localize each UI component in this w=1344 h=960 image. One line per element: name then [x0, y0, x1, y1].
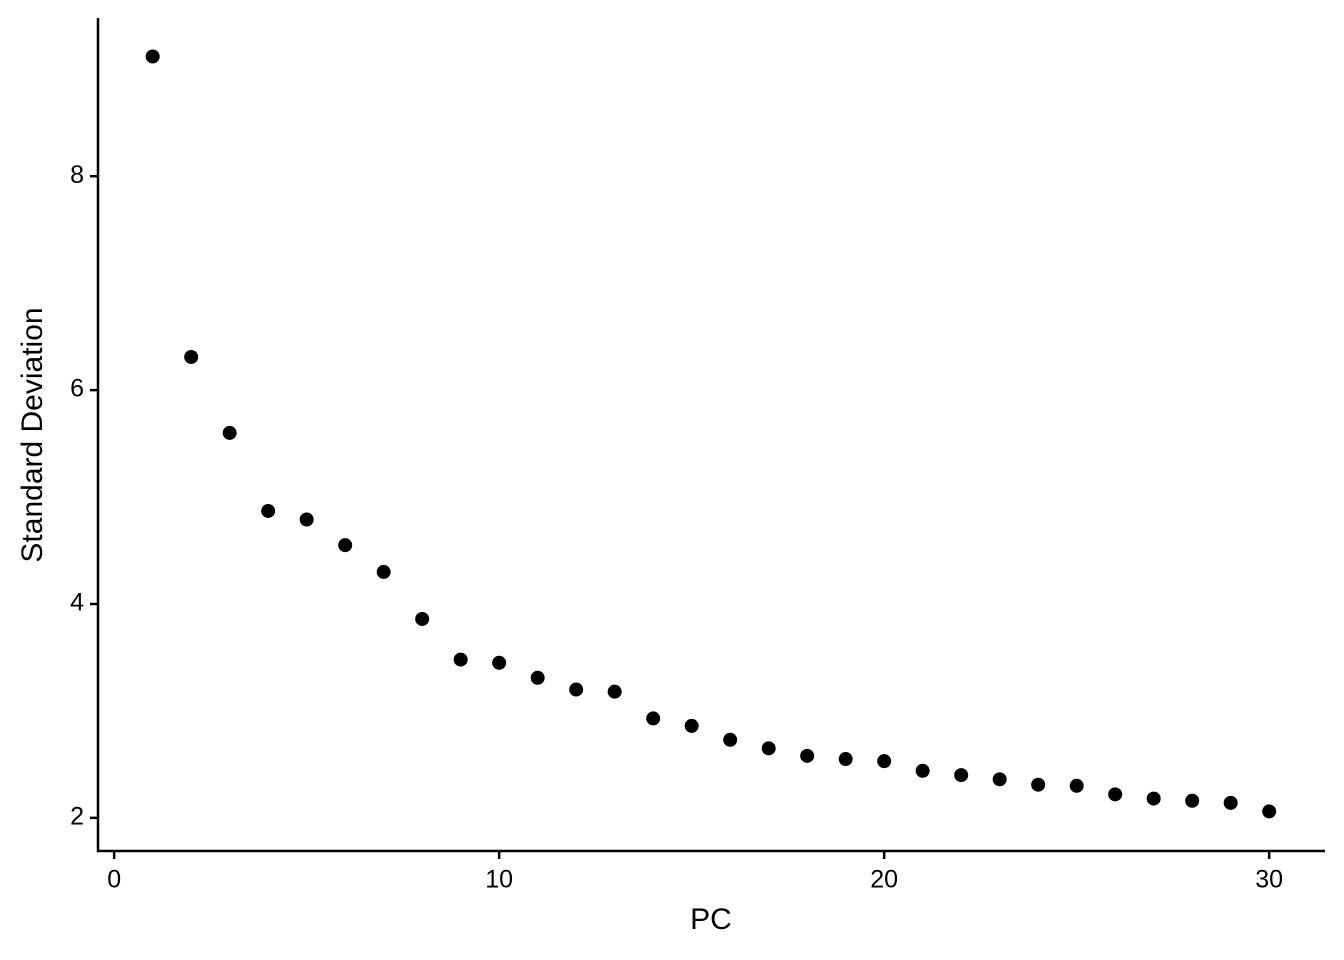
x-tick-label: 20 — [870, 866, 898, 894]
point — [530, 670, 545, 685]
point — [646, 711, 661, 726]
y-tick-label: 8 — [70, 161, 84, 189]
point — [261, 503, 276, 518]
point — [1223, 795, 1238, 810]
point — [992, 772, 1007, 787]
point — [723, 732, 738, 747]
point — [1069, 778, 1084, 793]
x-tick-label: 0 — [107, 866, 121, 894]
x-tick-label: 10 — [485, 866, 513, 894]
point — [684, 718, 699, 733]
point — [453, 652, 468, 667]
point — [222, 425, 237, 440]
point — [184, 349, 199, 364]
point — [800, 748, 815, 763]
point — [954, 768, 969, 783]
point — [1185, 793, 1200, 808]
y-tick-label: 4 — [70, 589, 84, 617]
point — [1031, 777, 1046, 792]
point — [492, 655, 507, 670]
y-tick-label: 6 — [70, 375, 84, 403]
point — [838, 752, 853, 767]
point — [1146, 791, 1161, 806]
point — [877, 754, 892, 769]
x-axis-title: PC — [690, 903, 732, 936]
point — [1108, 787, 1123, 802]
point — [607, 684, 622, 699]
point — [338, 538, 353, 553]
point — [1262, 804, 1277, 819]
x-tick-label: 30 — [1255, 866, 1283, 894]
point — [376, 564, 391, 579]
point — [569, 682, 584, 697]
point — [761, 741, 776, 756]
point — [915, 763, 930, 778]
point — [145, 49, 160, 64]
y-tick-label: 2 — [70, 802, 84, 830]
point — [299, 512, 314, 527]
point — [415, 611, 430, 626]
y-axis-title: Standard Deviation — [16, 307, 49, 562]
